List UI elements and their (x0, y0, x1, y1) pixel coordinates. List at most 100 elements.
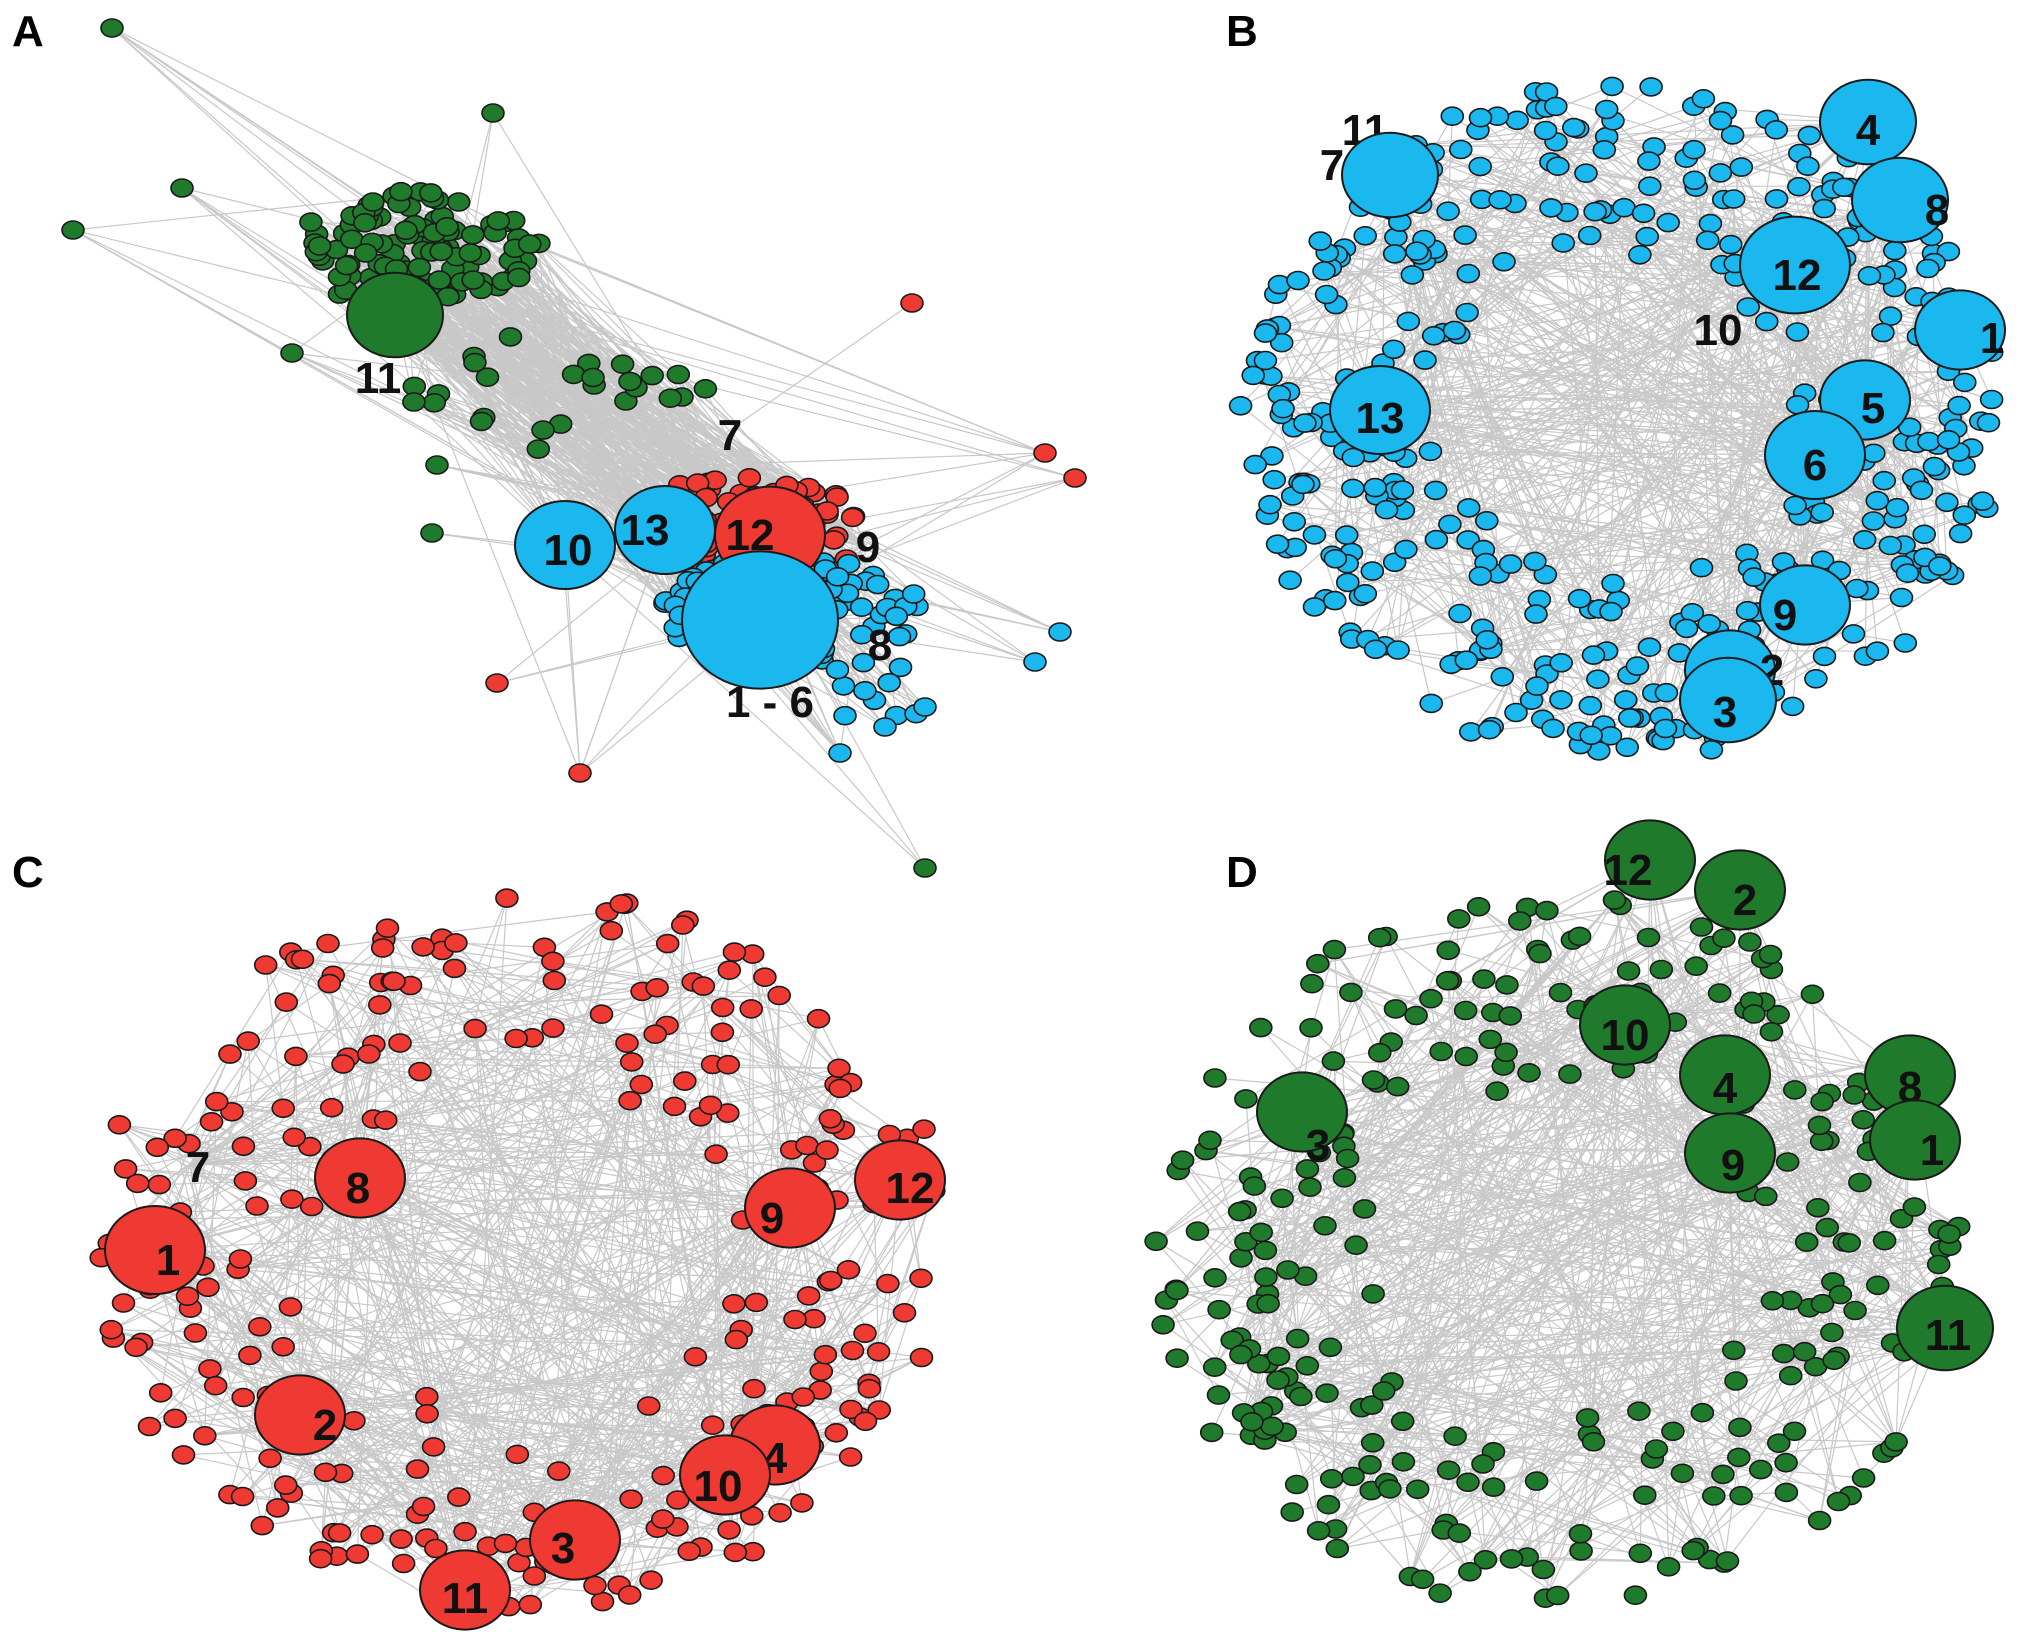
network-node (1568, 1524, 1593, 1544)
hub-label: 8 (868, 621, 892, 670)
network-node (876, 1273, 900, 1294)
network-node (1306, 953, 1330, 974)
network-node (1381, 339, 1406, 360)
network-node (1674, 618, 1699, 639)
network-edge (1490, 520, 1874, 645)
network-node (1574, 163, 1598, 183)
network-node (619, 1052, 644, 1072)
network-edge (545, 1105, 712, 1562)
network-node (1684, 956, 1708, 977)
network-node (1302, 597, 1327, 617)
network-node (828, 743, 852, 763)
network-node (236, 1031, 260, 1051)
network-node (853, 1323, 877, 1344)
network-edge (336, 1413, 428, 1557)
network-node (1528, 943, 1552, 964)
network-edge (347, 937, 443, 1058)
network-node (666, 364, 691, 385)
network-node (1729, 157, 1754, 177)
network-node (1851, 1110, 1875, 1130)
panel-b-letter: B (1226, 7, 1258, 56)
network-node (1240, 1412, 1264, 1432)
network-edge (552, 960, 694, 983)
network-node (1335, 1148, 1360, 1169)
network-node (913, 858, 937, 878)
network-node (1878, 306, 1903, 327)
network-node (1339, 982, 1363, 1003)
network-node (1523, 551, 1547, 572)
hub-node (1851, 156, 1949, 244)
network-node (418, 183, 443, 203)
network-edge (189, 1111, 233, 1166)
network-node (1499, 1549, 1524, 1569)
network-node (833, 705, 857, 726)
network-node (1492, 251, 1516, 272)
network-edge (1240, 121, 1869, 407)
network-node (1884, 1432, 1908, 1452)
network-node (382, 971, 406, 992)
network-node (873, 717, 897, 737)
network-node (453, 1521, 477, 1542)
network-node (425, 455, 449, 475)
network-node (353, 243, 378, 263)
network-node (739, 999, 764, 1019)
network-node (1883, 240, 1907, 261)
network-node (1323, 548, 1348, 569)
network-edge (189, 1024, 668, 1166)
network-node (693, 378, 718, 399)
network-node (481, 103, 505, 123)
network-node (1639, 77, 1663, 97)
network-edge (359, 1177, 535, 1513)
network-node (888, 657, 913, 678)
network-edge (119, 1124, 791, 1209)
network-node (1466, 896, 1491, 917)
network-node (742, 1378, 766, 1399)
network-edge (574, 1100, 631, 1541)
network-edge (441, 950, 742, 1330)
network-node (640, 365, 665, 386)
network-node (909, 1347, 934, 1368)
network-node (1360, 561, 1385, 581)
network-node (1385, 1076, 1410, 1097)
hub-node (314, 1137, 406, 1219)
network-node (840, 1340, 865, 1361)
network-node (1601, 573, 1625, 594)
network-node (1812, 646, 1837, 667)
network-edge (1482, 98, 1704, 629)
network-node (1656, 1557, 1681, 1577)
network-node (331, 1054, 355, 1074)
hub-label: 3 (551, 1524, 575, 1573)
network-node (1653, 718, 1678, 739)
network-edge (827, 1281, 870, 1389)
hub-label: 8 (1925, 186, 1949, 235)
network-edge (1367, 604, 1806, 641)
network-node (199, 1112, 224, 1132)
network-node (1865, 490, 1890, 511)
network-node (1872, 470, 1896, 491)
network-node (1481, 1477, 1506, 1497)
network-edge (181, 187, 708, 572)
network-node (1490, 666, 1515, 687)
network-node (1495, 975, 1519, 995)
network-edge (187, 1295, 742, 1449)
network-edge (1379, 409, 1932, 572)
hub-label: 10 (1601, 1011, 1650, 1060)
hub-label: 4 (1713, 1064, 1738, 1113)
network-node (618, 1090, 642, 1111)
network-node (1199, 1422, 1224, 1443)
network-node (163, 1408, 187, 1429)
network-node (1822, 1350, 1846, 1371)
network-node (485, 673, 509, 693)
network-node (1544, 96, 1568, 117)
network-node (838, 1447, 863, 1467)
network-node (662, 1096, 687, 1117)
network-node (1895, 563, 1920, 584)
network-node (271, 1337, 296, 1357)
network-edge (1352, 487, 1660, 740)
network-node (1654, 682, 1679, 703)
network-node (1878, 535, 1903, 556)
network-edge (291, 1198, 593, 1554)
network-node (710, 997, 735, 1018)
network-node (802, 1153, 827, 1173)
